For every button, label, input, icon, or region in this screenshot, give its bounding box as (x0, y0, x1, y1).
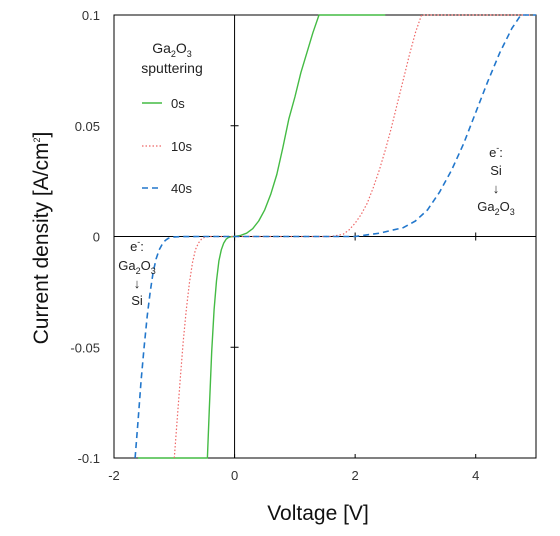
annotation-reverse-sub1: 2 (136, 266, 141, 276)
y-tick-label: -0.05 (70, 340, 100, 355)
y-tick-label: 0.1 (82, 8, 100, 23)
legend-title-ga: Ga (152, 40, 171, 56)
annotation-reverse-line2: Ga2O3 (118, 258, 156, 276)
annotation-reverse-o: O (141, 258, 151, 273)
arrow-down-icon: ↓ (493, 181, 500, 196)
legend-label-0s: 0s (171, 96, 185, 111)
y-tick-label: -0.1 (78, 451, 100, 466)
annotation-forward-line2: Si (490, 163, 502, 178)
annotation-forward-sup: - (496, 143, 499, 153)
annotation-forward-ga: Ga (477, 199, 495, 214)
y-axis-title-main: Current density [A/cm (30, 142, 53, 344)
x-tick-label: -2 (108, 468, 120, 483)
annotation-forward-colon: : (499, 145, 503, 160)
series-line-40s (134, 14, 536, 459)
annotation-reverse-sub2: 3 (151, 266, 156, 276)
legend-entries: 0s 10s 40s (142, 96, 192, 196)
arrow-down-icon: ↓ (134, 276, 141, 291)
y-tick-label: 0 (93, 230, 100, 245)
annotation-reverse-line1: e-: (130, 237, 144, 254)
annotation-reverse-line3: Si (131, 293, 143, 308)
series-layer (134, 14, 536, 459)
annotation-reverse-sup: - (137, 237, 140, 247)
legend-title-sub2: 3 (187, 49, 192, 59)
annotation-forward-e: e (489, 145, 496, 160)
series-line-10s (173, 14, 530, 459)
annotation-reverse-ga: Ga (118, 258, 136, 273)
annotation-forward-line1: e-: (489, 143, 503, 160)
annotation-forward-o: O (500, 199, 510, 214)
annotation-forward-sub2: 3 (510, 207, 515, 217)
y-axis-title-sup: 2 (32, 137, 42, 142)
y-axis-title: Current density [A/cm2] (30, 132, 53, 345)
annotation-reverse: e-: Ga2O3 ↓ Si (118, 237, 156, 308)
x-tick-label: 2 (352, 468, 359, 483)
annotation-forward-line3: Ga2O3 (477, 199, 515, 217)
annotation-reverse-colon: : (140, 239, 144, 254)
x-axis-title: Voltage [V] (267, 502, 369, 525)
x-tick-label: 0 (231, 468, 238, 483)
series-line-0s (138, 14, 386, 459)
legend-title-line2: sputtering (141, 60, 202, 76)
x-tick-label: 4 (472, 468, 479, 483)
y-axis-title-close: ] (30, 132, 53, 138)
legend-title-o: O (176, 40, 187, 56)
legend-label-40s: 40s (171, 181, 192, 196)
annotation-forward: e-: Si ↓ Ga2O3 (477, 143, 515, 217)
annotation-forward-sub1: 2 (495, 207, 500, 217)
annotation-reverse-e: e (130, 239, 137, 254)
legend-title-line1: Ga2O3 (152, 40, 192, 59)
legend: Ga2O3 sputtering 0s 10s 40s (141, 40, 202, 196)
legend-label-10s: 10s (171, 139, 192, 154)
legend-title-sub1: 2 (171, 49, 176, 59)
y-tick-label: 0.05 (75, 119, 100, 134)
